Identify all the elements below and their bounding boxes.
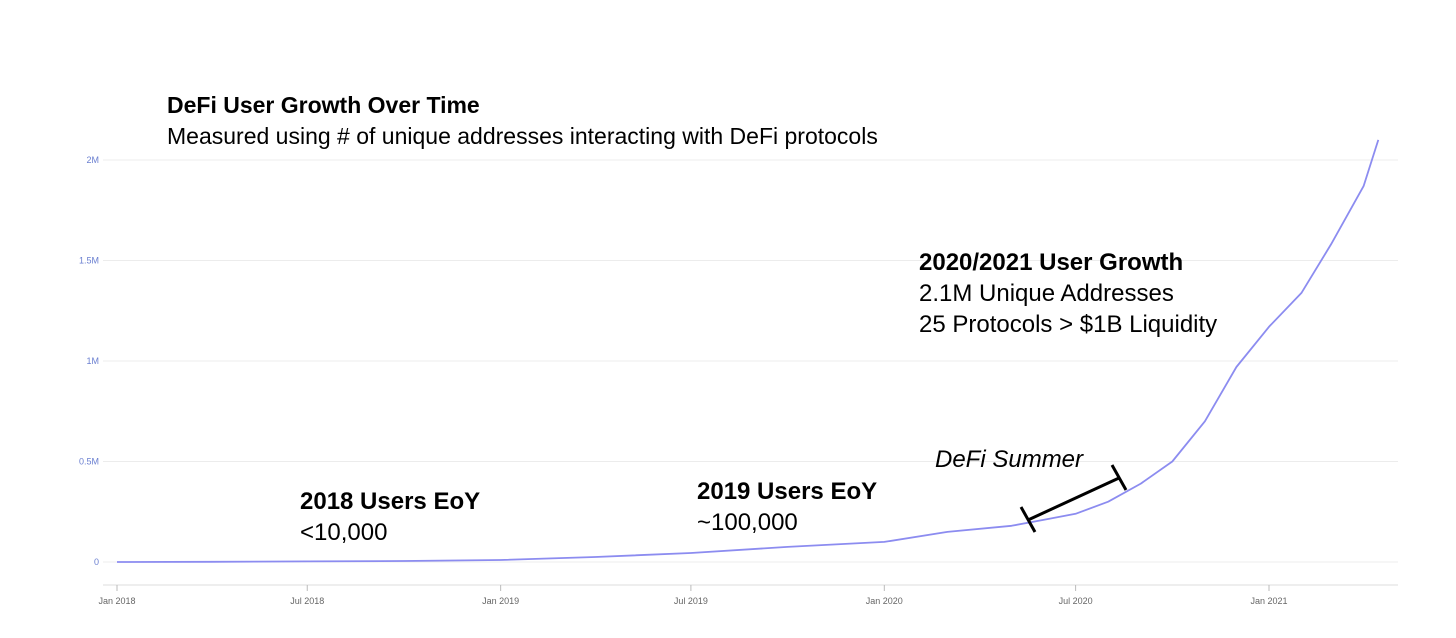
y-tick-label: 2M bbox=[86, 155, 99, 165]
x-tick-label: Jul 2018 bbox=[290, 596, 324, 606]
chart-subtitle: Measured using # of unique addresses int… bbox=[167, 123, 878, 149]
x-tick-label: Jul 2019 bbox=[674, 596, 708, 606]
chart-title: DeFi User Growth Over Time bbox=[167, 92, 480, 118]
y-tick-label: 0.5M bbox=[79, 457, 99, 467]
annotation-2018-value: <10,000 bbox=[300, 519, 388, 546]
x-tick-label: Jan 2021 bbox=[1250, 596, 1287, 606]
annotation-2018: 2018 Users EoY <10,000 bbox=[300, 486, 480, 548]
x-tick-label: Jan 2019 bbox=[482, 596, 519, 606]
annotation-2019: 2019 Users EoY ~100,000 bbox=[697, 476, 877, 538]
defi-summer-bracket-end bbox=[1110, 464, 1128, 491]
y-tick-label: 0 bbox=[94, 557, 99, 567]
defi-summer-bracket bbox=[1027, 476, 1120, 522]
x-tick-label: Jan 2018 bbox=[98, 596, 135, 606]
annotation-2019-heading: 2019 Users EoY bbox=[697, 478, 878, 505]
defi-summer-bracket-start bbox=[1019, 506, 1037, 533]
annotation-2020-heading: 2020/2021 User Growth bbox=[919, 249, 1184, 276]
x-tick-label: Jul 2020 bbox=[1059, 596, 1093, 606]
annotation-2020-2021: 2020/2021 User Growth 2.1M Unique Addres… bbox=[919, 247, 1217, 340]
x-tick-label: Jan 2020 bbox=[866, 596, 903, 606]
y-tick-label: 1M bbox=[86, 356, 99, 366]
annotation-2018-heading: 2018 Users EoY bbox=[300, 488, 481, 515]
defi-summer-label: DeFi Summer bbox=[935, 446, 1084, 473]
y-tick-label: 1.5M bbox=[79, 256, 99, 266]
series-line bbox=[116, 139, 1380, 563]
annotation-2020-line2: 25 Protocols > $1B Liquidity bbox=[919, 311, 1218, 338]
annotation-2019-value: ~100,000 bbox=[697, 509, 798, 536]
annotation-2020-line1: 2.1M Unique Addresses bbox=[919, 280, 1174, 307]
